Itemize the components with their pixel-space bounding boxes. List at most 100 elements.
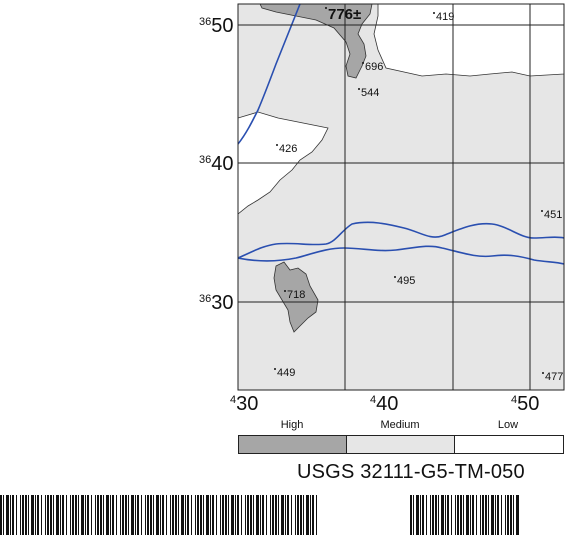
barcode-bar bbox=[141, 495, 142, 535]
barcode-bar bbox=[116, 495, 117, 535]
barcode-bar bbox=[225, 495, 227, 535]
barcode-left bbox=[0, 495, 317, 535]
barcode-bar bbox=[482, 495, 484, 535]
barcode-bar bbox=[270, 495, 271, 535]
barcode-bar bbox=[516, 495, 519, 535]
barcode-bar bbox=[147, 495, 149, 535]
barcode-bar bbox=[256, 495, 259, 535]
barcode-bar bbox=[203, 495, 204, 535]
barcode-bar bbox=[50, 495, 52, 535]
barcode-bar bbox=[91, 495, 92, 535]
barcode-bar bbox=[210, 495, 211, 535]
barcode-bar bbox=[128, 495, 129, 535]
barcode-bar bbox=[466, 495, 469, 535]
barcode-bar bbox=[87, 495, 89, 535]
grid-label-row-1: 3650 bbox=[199, 15, 234, 37]
river-north bbox=[238, 4, 301, 145]
barcode-bar bbox=[410, 495, 412, 535]
grid-label-row-2: 3640 bbox=[199, 153, 234, 175]
river-east-lower bbox=[238, 245, 564, 265]
barcode-bar bbox=[200, 495, 202, 535]
barcode-bar bbox=[162, 495, 164, 535]
elevation-label: 477 bbox=[542, 372, 563, 383]
barcode-bar bbox=[12, 495, 14, 535]
barcode-bar bbox=[281, 495, 284, 535]
barcode-bar bbox=[31, 495, 34, 535]
barcode-bar bbox=[85, 495, 86, 535]
barcode-bar bbox=[447, 495, 449, 535]
barcode-bar bbox=[480, 495, 481, 535]
barcode-bar bbox=[266, 495, 267, 535]
barcode-bar bbox=[6, 495, 9, 535]
barcode-bar bbox=[172, 495, 174, 535]
elevation-label: 696 bbox=[362, 62, 383, 73]
barcode-bar bbox=[81, 495, 84, 535]
barcode-bar bbox=[212, 495, 214, 535]
barcode-bar bbox=[241, 495, 242, 535]
barcode-bar bbox=[470, 495, 471, 535]
barcode-bar bbox=[103, 495, 104, 535]
barcode-bar bbox=[72, 495, 74, 535]
barcode-bar bbox=[35, 495, 36, 535]
barcode-bar bbox=[275, 495, 277, 535]
barcode-bar bbox=[125, 495, 127, 535]
barcode-bar bbox=[206, 495, 209, 535]
barcode-bar bbox=[60, 495, 61, 535]
barcode-bar bbox=[291, 495, 292, 535]
elevation-label: 449 bbox=[274, 368, 295, 379]
barcode-bar bbox=[278, 495, 279, 535]
barcode-bar bbox=[181, 495, 184, 535]
barcode-bar bbox=[10, 495, 11, 535]
barcode-bar bbox=[420, 495, 421, 535]
grid-label-row-3: 3630 bbox=[199, 292, 234, 314]
barcode-bar bbox=[0, 495, 2, 535]
barcode-bar bbox=[485, 495, 487, 535]
barcode-right bbox=[410, 495, 519, 535]
legend-swatch-medium bbox=[346, 435, 455, 454]
barcode-bar bbox=[463, 495, 464, 535]
barcode-bar bbox=[488, 495, 489, 535]
barcode-bar bbox=[122, 495, 124, 535]
map-identifier: USGS 32111-G5-TM-050 bbox=[297, 461, 525, 483]
barcode-bar bbox=[430, 495, 431, 535]
barcode-bar bbox=[145, 495, 146, 535]
barcode-bar bbox=[253, 495, 254, 535]
barcode-bar bbox=[416, 495, 419, 535]
barcode-bar bbox=[120, 495, 121, 535]
barcode-bar bbox=[297, 495, 299, 535]
barcode-bar bbox=[312, 495, 314, 535]
barcode-bar bbox=[432, 495, 434, 535]
barcode-bar bbox=[131, 495, 134, 535]
barcode-bar bbox=[178, 495, 179, 535]
barcode-bar bbox=[507, 495, 509, 535]
barcode-bar bbox=[245, 495, 246, 535]
barcode-bar bbox=[457, 495, 459, 535]
elevation-label: 718 bbox=[284, 290, 305, 301]
barcode-bar bbox=[62, 495, 64, 535]
barcode-bar bbox=[97, 495, 99, 535]
barcode-bar bbox=[20, 495, 21, 535]
grid-label-col-2: 440 bbox=[370, 393, 399, 415]
barcode-bar bbox=[170, 495, 171, 535]
barcode-bar bbox=[195, 495, 196, 535]
high-zone-island bbox=[273, 261, 319, 333]
barcode-bar bbox=[75, 495, 77, 535]
barcode-bar bbox=[460, 495, 462, 535]
barcode-bar bbox=[472, 495, 474, 535]
barcode-bar bbox=[106, 495, 109, 535]
barcode-bar bbox=[187, 495, 189, 535]
barcode-bar bbox=[78, 495, 79, 535]
barcode-bar bbox=[41, 495, 42, 535]
barcode-bar bbox=[37, 495, 39, 535]
barcode-bar bbox=[295, 495, 296, 535]
barcode-bar bbox=[260, 495, 261, 535]
grid-label-col-3: 450 bbox=[511, 393, 540, 415]
barcode-bar bbox=[70, 495, 71, 535]
barcode-bar bbox=[16, 495, 17, 535]
barcode-bar bbox=[455, 495, 456, 535]
barcode-bar bbox=[501, 495, 502, 535]
grid-label-col-1: 430 bbox=[230, 393, 259, 415]
barcode-bar bbox=[513, 495, 514, 535]
barcode-bar bbox=[422, 495, 424, 535]
